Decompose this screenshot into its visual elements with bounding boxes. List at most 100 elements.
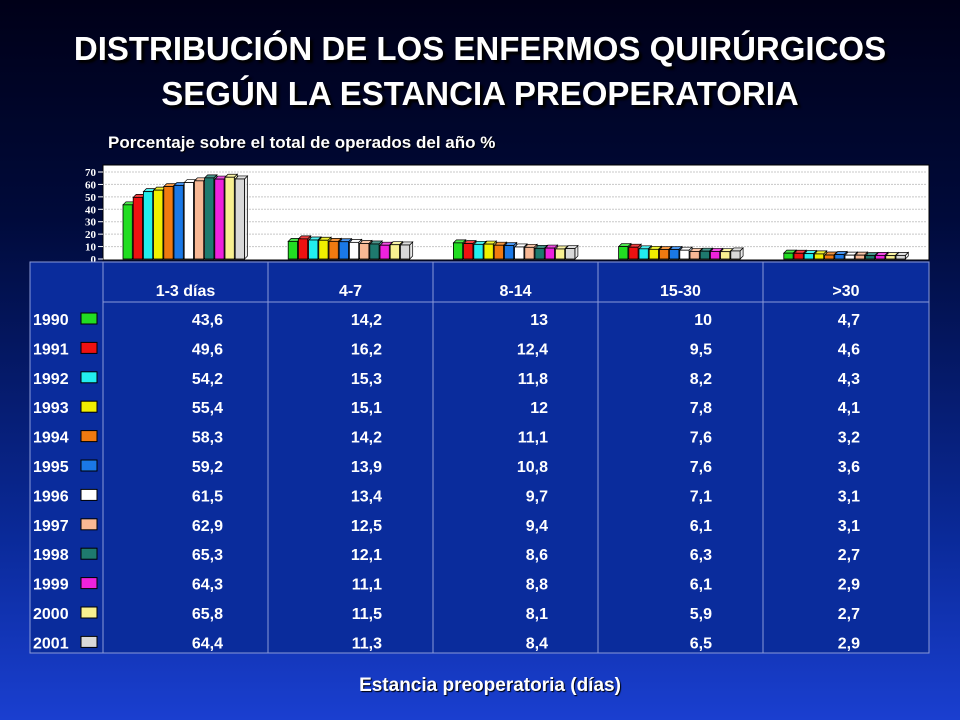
legend-swatch	[80, 518, 98, 531]
bar	[183, 182, 194, 260]
bar	[669, 249, 680, 260]
data-value-label: 4,7	[838, 312, 860, 329]
bar	[379, 244, 390, 260]
data-value-label: 59,2	[192, 459, 223, 476]
legend-swatch	[80, 459, 98, 472]
data-value-label: 7,1	[690, 488, 712, 505]
data-value-label: 5,9	[690, 606, 712, 623]
data-value-label: 4,1	[838, 400, 860, 417]
data-value-label: 9,4	[526, 518, 548, 535]
data-value-label: 2,7	[838, 547, 860, 564]
data-value-label: 12,1	[351, 547, 382, 564]
data-value-label: 3,2	[838, 430, 860, 447]
data-value-label: 15,3	[351, 371, 382, 388]
data-table-content: 1-3 días 4-7 8-14 15-30 >30 1990 43,6 14,2 13 10 4…	[33, 262, 929, 653]
bar	[534, 247, 545, 260]
data-table	[29, 261, 930, 654]
page-title-line1: DISTRIBUCIÓN DE LOS ENFERMOS QUIRÚRGICOS	[73, 30, 887, 67]
bar	[638, 248, 649, 260]
data-value-label: 16,2	[351, 341, 382, 358]
bar	[359, 243, 370, 260]
data-value-label: 10	[694, 312, 712, 329]
data-value-label: 58,3	[192, 430, 223, 447]
data-value-label: 12	[530, 400, 548, 417]
data-value-label: 8,4	[526, 635, 548, 652]
legend-year-label: 1991	[33, 341, 69, 358]
bar	[854, 254, 865, 260]
legend-swatch	[80, 606, 98, 619]
bar	[214, 178, 225, 260]
bar	[224, 176, 235, 260]
data-value-label: 65,8	[192, 606, 223, 623]
legend-year-label: 1993	[33, 400, 69, 417]
data-value-label: 6,1	[690, 518, 712, 535]
bar	[163, 186, 174, 260]
data-value-label: 3,6	[838, 459, 860, 476]
bar	[783, 252, 794, 260]
legend-year-label: 1997	[33, 518, 69, 535]
bar	[473, 243, 484, 260]
data-value-label: 6,3	[690, 547, 712, 564]
data-value-label: 7,6	[690, 430, 712, 447]
y-tick-label: 70	[85, 167, 97, 179]
bar	[153, 189, 164, 260]
data-value-label: 10,8	[517, 459, 548, 476]
bars-group	[122, 173, 910, 260]
data-value-label: 7,8	[690, 400, 712, 417]
legend-swatch	[80, 488, 98, 501]
bar	[297, 238, 309, 260]
bar	[648, 248, 659, 260]
bar-side	[244, 175, 248, 260]
data-value-label: 8,1	[526, 606, 548, 623]
data-value-label: 2,9	[838, 635, 860, 652]
bar	[834, 254, 845, 260]
bar	[389, 244, 400, 260]
data-value-label: 2,9	[838, 577, 860, 594]
category-label: 15-30	[660, 283, 701, 300]
data-value-label: 11,8	[518, 371, 548, 388]
category-label: 8-14	[499, 283, 531, 300]
data-value-label: 12,5	[351, 518, 382, 535]
data-value-label: 3,1	[838, 488, 860, 505]
data-value-label: 14,2	[351, 430, 382, 447]
legend-year-label: 1992	[33, 371, 69, 388]
data-value-label: 64,4	[192, 635, 223, 652]
data-value-label: 6,1	[690, 577, 712, 594]
bar	[287, 240, 298, 260]
data-value-label: 4,6	[838, 341, 860, 358]
data-value-label: 55,4	[192, 400, 223, 417]
category-label: 1-3 días	[156, 283, 216, 300]
bar	[875, 254, 886, 260]
bar	[814, 253, 825, 260]
bar	[565, 248, 576, 260]
y-tick-label: 0	[91, 254, 97, 266]
bar	[463, 243, 474, 260]
data-value-label: 11,5	[352, 606, 382, 623]
bar	[659, 249, 670, 260]
bar	[193, 180, 205, 260]
data-value-label: 54,2	[192, 371, 223, 388]
data-value-label: 13	[530, 312, 548, 329]
bar	[895, 254, 906, 260]
legend-swatch	[80, 430, 98, 443]
bar	[689, 251, 700, 260]
bar	[234, 178, 245, 260]
bar	[514, 246, 525, 260]
bar	[824, 254, 835, 260]
y-tick-label: 60	[85, 179, 97, 191]
legend-swatch	[80, 400, 98, 413]
data-value-label: 11,1	[352, 577, 382, 594]
bar	[318, 239, 329, 260]
legend-swatch	[80, 371, 98, 384]
legend-year-label: 1998	[33, 547, 69, 564]
bar	[348, 241, 360, 260]
legend-year-label: 1996	[33, 488, 69, 505]
data-value-label: 6,5	[690, 635, 712, 652]
legend-swatch	[80, 547, 98, 560]
category-label: 4-7	[339, 283, 362, 300]
legend-year-label: 2000	[33, 606, 69, 623]
category-label: >30	[832, 283, 859, 300]
bar	[730, 250, 741, 260]
y-tick-label: 50	[85, 192, 97, 204]
bar	[710, 251, 721, 260]
